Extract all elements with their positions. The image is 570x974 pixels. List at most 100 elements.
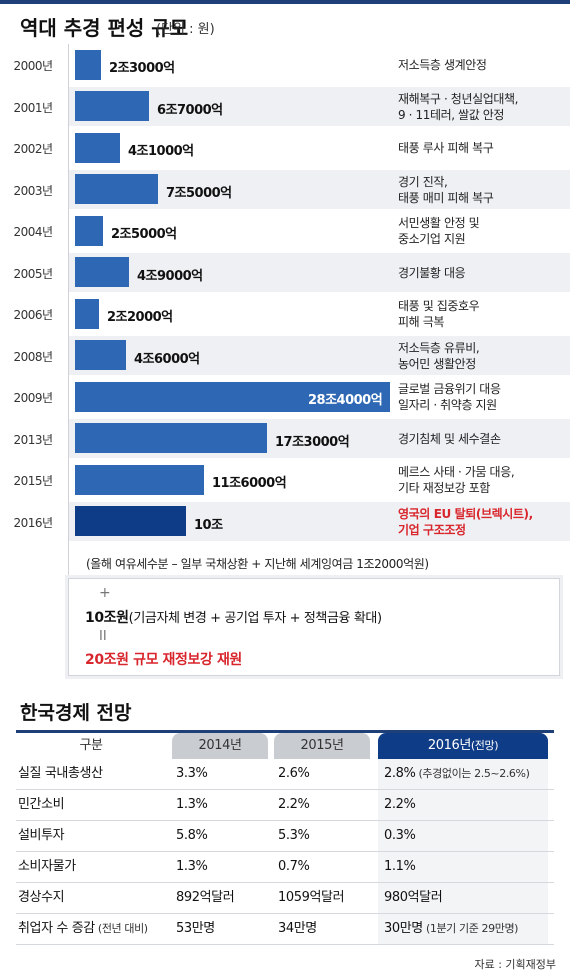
year-label: 2016년 bbox=[13, 515, 53, 530]
row-label-value: 소비자물가 bbox=[18, 859, 76, 874]
cell-2014-value: 3.3% bbox=[176, 766, 208, 781]
row-label: 취업자 수 증감 (전년 대비) bbox=[18, 914, 148, 944]
cell-2016-note: (1분기 기준 29만명) bbox=[422, 922, 519, 935]
bar-note: 서민생활 안정 및 중소기업 지원 bbox=[398, 215, 568, 247]
bar-note: 재해복구 · 청년실업대책, 9 · 11테러, 쌀값 안정 bbox=[398, 91, 568, 123]
cell-2015-value: 1059억달러 bbox=[278, 890, 345, 905]
bar bbox=[75, 215, 103, 246]
cell-2015: 0.7% bbox=[278, 852, 310, 882]
bar-value-label: 28조4000억 bbox=[308, 393, 383, 408]
cell-2015-value: 34만명 bbox=[278, 921, 317, 936]
header-2016: 2016년(전망) bbox=[378, 733, 548, 759]
table-top-rule bbox=[16, 730, 554, 733]
bar-value-label: 2조3000억 bbox=[109, 61, 175, 76]
bar-note-line: 경기 진작, bbox=[398, 174, 448, 189]
cell-2016: 2.2% bbox=[384, 790, 416, 820]
cell-2016-value: 1.1% bbox=[384, 859, 416, 874]
bar-value-label: 2조5000억 bbox=[111, 227, 177, 242]
cell-2016-value: 2.2% bbox=[384, 797, 416, 812]
year-label: 2001년 bbox=[13, 100, 53, 115]
row-label: 소비자물가 bbox=[18, 852, 76, 882]
bar-note-line: 피해 극복 bbox=[398, 315, 444, 329]
year-label: 2005년 bbox=[13, 266, 53, 281]
cell-2015: 2.2% bbox=[278, 790, 310, 820]
cell-2014: 53만명 bbox=[176, 914, 215, 944]
bar-note-line: 글로벌 금융위기 대응 bbox=[398, 382, 501, 396]
cell-2014-value: 1.3% bbox=[176, 797, 208, 812]
cell-2016: 980억달러 bbox=[384, 883, 443, 913]
formula-amount: 10조원 bbox=[85, 610, 129, 626]
bar-value-label: 17조3000억 bbox=[275, 434, 350, 450]
year-label: 2009년 bbox=[13, 391, 53, 405]
header-2015: 2015년 bbox=[274, 733, 370, 759]
cell-2016-value: 30만명 bbox=[384, 921, 423, 936]
bar-value-label: 4조1000억 bbox=[128, 144, 194, 159]
cell-2014: 5.8% bbox=[176, 821, 208, 851]
bar-note-line: 경기불황 대응 bbox=[398, 265, 466, 280]
bar bbox=[75, 91, 149, 122]
cell-2014-value: 1.3% bbox=[176, 859, 208, 874]
bar-note: 영국의 EU 탈퇴(브렉시트), 기업 구조조정 bbox=[398, 506, 568, 538]
row-label-value: 취업자 수 증감 bbox=[18, 921, 95, 936]
bar bbox=[75, 506, 186, 537]
cell-2016-note: (추경없이는 2.5~2.6%) bbox=[415, 767, 530, 780]
year-column bbox=[0, 44, 69, 578]
bar-note-line: 농어민 생활안정 bbox=[398, 356, 476, 371]
bar bbox=[75, 174, 158, 205]
row-label-note: (전년 대비) bbox=[94, 922, 148, 935]
cell-2016-value: 980억달러 bbox=[384, 890, 443, 905]
bar bbox=[75, 381, 390, 412]
chart-unit: (단위 : 원) bbox=[156, 22, 215, 37]
source-note: 자료 : 기획재정부 bbox=[474, 958, 556, 971]
row-label: 설비투자 bbox=[18, 821, 65, 851]
year-label: 2015년 bbox=[13, 474, 53, 488]
formula-detail: (기금자체 변경 + 공기업 투자 + 정책금융 확대) bbox=[128, 611, 382, 626]
year-label: 2006년 bbox=[13, 308, 53, 322]
bar bbox=[75, 132, 120, 163]
table-row: 취업자 수 증감 (전년 대비) 53만명 34만명 30만명 (1분기 기준 29만… bbox=[16, 914, 554, 945]
bar bbox=[75, 423, 267, 454]
cell-2014: 1.3% bbox=[176, 790, 208, 820]
table-row: 경상수지 892억달러 1059억달러 980억달러 bbox=[16, 883, 554, 914]
cell-2015: 34만명 bbox=[278, 914, 317, 944]
bar-note-line: 태풍 루사 피해 복구 bbox=[398, 141, 494, 155]
bar-note-line: 영국의 EU 탈퇴(브렉시트), bbox=[398, 506, 533, 521]
plus-sign: + bbox=[99, 585, 111, 601]
cell-2014: 892억달러 bbox=[176, 883, 235, 913]
bar-note-line: 태풍 및 집중호우 bbox=[398, 299, 480, 313]
cell-2015-value: 2.2% bbox=[278, 797, 310, 812]
table-row: 실질 국내총생산 3.3% 2.6% 2.8% (추경없이는 2.5~2.6%) bbox=[16, 759, 554, 790]
cell-2014: 1.3% bbox=[176, 852, 208, 882]
row-label-value: 경상수지 bbox=[18, 890, 65, 905]
bar-note: 경기불황 대응 bbox=[398, 265, 568, 281]
bar-note-line: 태풍 매미 피해 복구 bbox=[398, 190, 494, 205]
bar-note-line: 메르스 사태 · 가뭄 대응, bbox=[398, 465, 515, 479]
row-label-value: 실질 국내총생산 bbox=[18, 766, 103, 781]
cell-2015: 1059억달러 bbox=[278, 883, 345, 913]
year-label: 2002년 bbox=[13, 142, 53, 156]
bar-value-label: 7조5000억 bbox=[166, 185, 232, 201]
bar-note: 태풍 루사 피해 복구 bbox=[398, 140, 568, 156]
header-2016-year: 2016년 bbox=[427, 738, 471, 753]
bar bbox=[75, 340, 126, 371]
year-label: 2008년 bbox=[13, 349, 53, 364]
cell-2014-value: 53만명 bbox=[176, 921, 215, 936]
year-label: 2004년 bbox=[13, 225, 53, 239]
bar-note-line: 재해복구 · 청년실업대책, bbox=[398, 91, 519, 106]
bar-note-line: 저소득층 유류비, bbox=[398, 340, 480, 355]
equals-sign: II bbox=[99, 629, 107, 644]
formula-result: 20조원 규모 재정보강 재원 bbox=[85, 652, 242, 668]
bar-note-line: 저소득층 생계안정 bbox=[398, 58, 487, 72]
year-label: 2013년 bbox=[13, 432, 53, 447]
bar-note: 글로벌 금융위기 대응 일자리 · 취약층 지원 bbox=[398, 381, 568, 413]
cell-2016-value: 0.3% bbox=[384, 828, 416, 843]
bar-note-line: 서민생활 안정 및 bbox=[398, 216, 480, 230]
bar-note: 경기침체 및 세수결손 bbox=[398, 431, 568, 447]
cell-2016: 1.1% bbox=[384, 852, 416, 882]
bar-note: 경기 진작, 태풍 매미 피해 복구 bbox=[398, 174, 568, 206]
bar-value-label: 4조6000억 bbox=[134, 351, 200, 367]
cell-2014-value: 5.8% bbox=[176, 828, 208, 843]
bar-note-line: 9 · 11테러, 쌀값 안정 bbox=[398, 107, 505, 122]
cell-2015-value: 0.7% bbox=[278, 859, 310, 874]
cell-2014-value: 892억달러 bbox=[176, 890, 235, 905]
